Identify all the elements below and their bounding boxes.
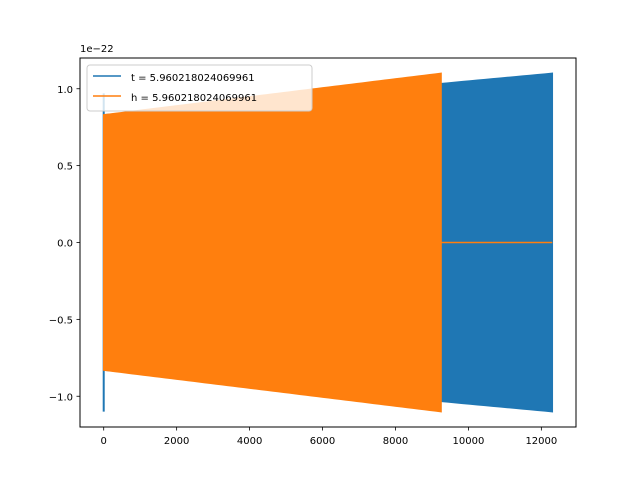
x-tick-label: 0 xyxy=(101,436,107,447)
axis-ticks: 0 2000 4000 6000 8000 10000 12000 −1.0 −0.5 0.0 0.… xyxy=(49,85,558,447)
plot-area xyxy=(102,72,554,413)
legend-box xyxy=(86,64,313,112)
y-tick-label: −1.0 xyxy=(49,392,73,403)
x-tick-label: 10000 xyxy=(453,436,485,447)
y-tick-label: 0.0 xyxy=(57,239,73,250)
y-tick-label: −0.5 xyxy=(49,315,73,326)
legend: t = 5.960218024069961 h = 5.960218024069… xyxy=(86,64,313,112)
y-tick-label: 0.5 xyxy=(57,162,73,173)
x-tick-label: 4000 xyxy=(237,436,262,447)
series-1-oscillation-band xyxy=(102,72,442,413)
y-offset-label: 1e−22 xyxy=(80,44,114,55)
legend-label-h: h = 5.960218024069961 xyxy=(131,93,257,104)
legend-label-t: t = 5.960218024069961 xyxy=(131,73,255,84)
x-tick-label: 12000 xyxy=(525,436,557,447)
y-tick-label: 1.0 xyxy=(57,85,73,96)
x-tick-label: 6000 xyxy=(310,436,335,447)
x-tick-label: 2000 xyxy=(164,436,189,447)
x-tick-label: 8000 xyxy=(383,436,408,447)
